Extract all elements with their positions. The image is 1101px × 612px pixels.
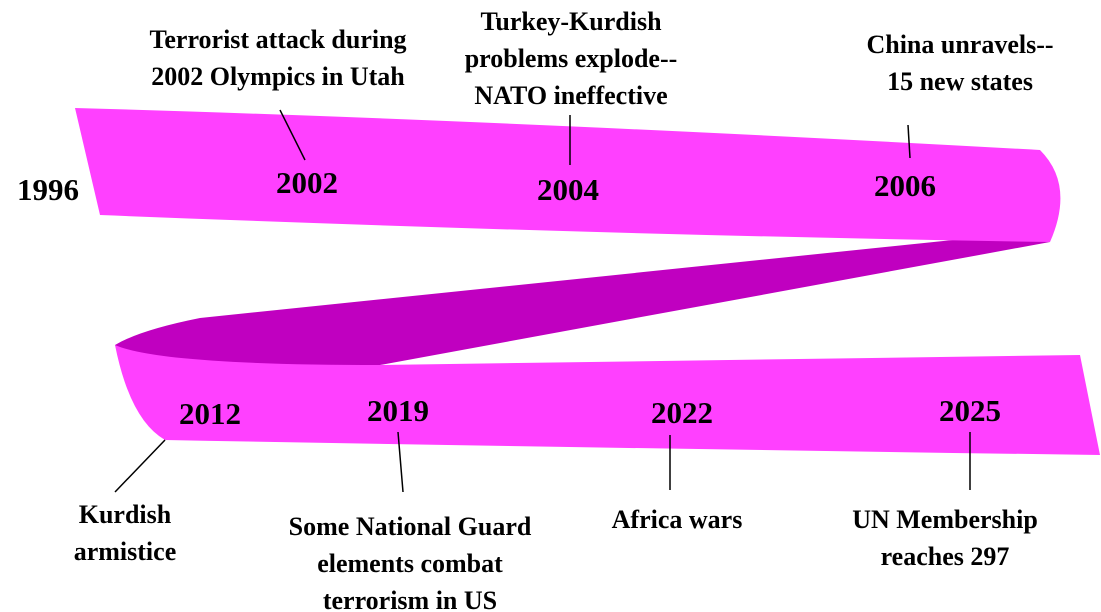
event-line: Terrorist attack during bbox=[149, 25, 406, 54]
event-line: 15 new states bbox=[887, 67, 1033, 96]
leader-line bbox=[907, 124, 911, 159]
start-year: 1996 bbox=[17, 172, 79, 207]
event-line: problems explode-- bbox=[465, 44, 678, 73]
event-label: Kurdish armistice bbox=[74, 500, 177, 566]
year-label: 2025 bbox=[939, 393, 1001, 428]
event-line: Some National Guard bbox=[289, 512, 532, 541]
event-label: UN Membership reaches 297 bbox=[852, 505, 1038, 571]
year-label: 2012 bbox=[179, 396, 241, 431]
leader-line bbox=[114, 439, 166, 493]
event-line: NATO ineffective bbox=[474, 81, 667, 110]
event-label: China unravels-- 15 new states bbox=[866, 30, 1053, 96]
event-line: 2002 Olympics in Utah bbox=[151, 62, 405, 91]
year-label: 2019 bbox=[367, 393, 429, 428]
event-label: Some National Guard elements combat terror… bbox=[289, 512, 532, 612]
event-line: UN Membership bbox=[852, 505, 1038, 534]
event-label: Turkey-Kurdish problems explode-- NATO ine… bbox=[465, 7, 678, 110]
leader-line bbox=[397, 431, 404, 493]
year-label: 2002 bbox=[276, 165, 338, 200]
ribbon-diagonal bbox=[115, 232, 1050, 365]
year-label: 2022 bbox=[651, 395, 713, 430]
event-line: armistice bbox=[74, 537, 177, 566]
year-label: 2004 bbox=[537, 172, 599, 207]
event-line: reaches 297 bbox=[881, 542, 1010, 571]
event-line: terrorism in US bbox=[323, 586, 497, 612]
event-line: China unravels-- bbox=[866, 30, 1053, 59]
event-label: Africa wars bbox=[612, 505, 743, 534]
event-label: Terrorist attack during 2002 Olympics in … bbox=[149, 25, 406, 91]
event-line: elements combat bbox=[317, 549, 503, 578]
event-line: Kurdish bbox=[79, 500, 172, 529]
ribbon-top bbox=[75, 108, 1061, 242]
year-label: 2006 bbox=[874, 168, 936, 203]
ribbon-bottom bbox=[115, 345, 1100, 455]
event-line: Africa wars bbox=[612, 505, 743, 534]
leader-line bbox=[279, 109, 306, 161]
event-line: Turkey-Kurdish bbox=[480, 7, 662, 36]
